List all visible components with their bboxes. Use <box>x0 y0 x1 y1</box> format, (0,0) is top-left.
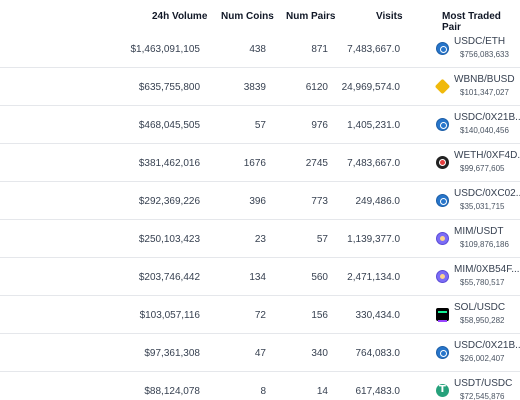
pair-volume: $101,347,027 <box>460 88 509 97</box>
usdc-icon <box>436 118 449 131</box>
table-row[interactable]: $88,124,078 8 14 617,483.0 USDT/USDC $72,545,… <box>0 372 520 400</box>
usdt-icon <box>436 384 449 397</box>
visits-cell: 7,483,667.0 <box>347 44 400 55</box>
pair-volume: $58,950,282 <box>460 316 505 325</box>
num-pairs-cell: 773 <box>311 196 328 207</box>
pair-name[interactable]: USDC/0X21B... <box>454 340 520 351</box>
pair-name[interactable]: WBNB/BUSD <box>454 74 515 85</box>
num-coins-cell: 47 <box>254 348 266 359</box>
pair-name[interactable]: MIM/USDT <box>454 226 504 237</box>
visits-cell: 7,483,667.0 <box>347 158 400 169</box>
table-row[interactable]: $468,045,505 57 976 1,405,231.0 USDC/0X21B..… <box>0 106 520 144</box>
header-most-traded-pair[interactable]: Most Traded Pair <box>442 11 501 33</box>
header-24h-volume[interactable]: 24h Volume <box>152 11 208 22</box>
visits-cell: 1,139,377.0 <box>347 234 400 245</box>
num-coins-cell: 8 <box>260 386 266 397</box>
volume-cell: $103,057,116 <box>139 310 200 321</box>
mim-icon <box>436 270 449 283</box>
usdc-icon <box>436 346 449 359</box>
num-pairs-cell: 2745 <box>305 158 328 169</box>
volume-cell: $468,045,505 <box>138 120 200 131</box>
table-row[interactable]: $381,462,016 1676 2745 7,483,667.0 WETH/0XF4… <box>0 144 520 182</box>
pair-name[interactable]: USDC/ETH <box>454 36 506 47</box>
num-coins-cell: 72 <box>254 310 266 321</box>
most-traded-pair[interactable]: WETH/0XF4D... $99,677,605 <box>420 148 520 178</box>
num-pairs-cell: 340 <box>311 348 328 359</box>
volume-cell: $203,746,442 <box>138 272 200 283</box>
volume-cell: $97,361,308 <box>144 348 200 359</box>
pair-name[interactable]: USDC/0X21B... <box>454 112 520 123</box>
volume-cell: $1,463,091,105 <box>130 44 200 55</box>
visits-cell: 330,434.0 <box>355 310 401 321</box>
num-coins-cell: 438 <box>249 44 266 55</box>
most-traded-pair[interactable]: MIM/USDT $109,876,186 <box>420 224 520 254</box>
visits-cell: 24,969,574.0 <box>341 82 400 93</box>
table-row[interactable]: $203,746,442 134 560 2,471,134.0 MIM/0XB54F.… <box>0 258 520 296</box>
weth-icon <box>436 156 449 169</box>
most-traded-pair[interactable]: SOL/USDC $58,950,282 <box>420 300 520 330</box>
table-row[interactable]: $292,369,226 396 773 249,486.0 USDC/0XC02...… <box>0 182 520 220</box>
num-pairs-cell: 871 <box>311 44 328 55</box>
pair-volume: $109,876,186 <box>460 240 509 249</box>
visits-cell: 617,483.0 <box>355 386 401 397</box>
pair-volume: $72,545,876 <box>460 392 505 400</box>
bnb-icon <box>434 78 451 95</box>
sol-icon <box>436 308 449 322</box>
mim-icon <box>436 232 449 245</box>
visits-cell: 1,405,231.0 <box>347 120 400 131</box>
table-row[interactable]: $1,463,091,105 438 871 7,483,667.0 USDC/ETH $… <box>0 30 520 68</box>
volume-cell: $292,369,226 <box>138 196 200 207</box>
visits-cell: 2,471,134.0 <box>347 272 400 283</box>
pair-name[interactable]: USDT/USDC <box>454 378 513 389</box>
most-traded-pair[interactable]: USDT/USDC $72,545,876 <box>420 376 520 400</box>
most-traded-pair[interactable]: MIM/0XB54F... $55,780,517 <box>420 262 520 292</box>
num-coins-cell: 3839 <box>243 82 266 93</box>
pair-volume: $99,677,605 <box>460 164 505 173</box>
most-traded-pair[interactable]: USDC/0X21B... $26,002,407 <box>420 338 520 368</box>
num-pairs-cell: 6120 <box>305 82 328 93</box>
pair-name[interactable]: SOL/USDC <box>454 302 506 313</box>
table-row[interactable]: $103,057,116 72 156 330,434.0 SOL/USDC $58,95… <box>0 296 520 334</box>
num-coins-cell: 1676 <box>243 158 266 169</box>
num-pairs-cell: 560 <box>311 272 328 283</box>
pair-name[interactable]: WETH/0XF4D... <box>454 150 520 161</box>
num-coins-cell: 396 <box>249 196 266 207</box>
volume-cell: $250,103,423 <box>138 234 200 245</box>
usdc-icon <box>436 194 449 207</box>
num-coins-cell: 57 <box>254 120 266 131</box>
most-traded-pair[interactable]: USDC/ETH $756,083,633 <box>420 34 520 64</box>
table-header: 24h Volume Num Coins Num Pairs Visits Mo… <box>0 0 520 33</box>
num-pairs-cell: 57 <box>316 234 328 245</box>
volume-cell: $381,462,016 <box>138 158 200 169</box>
visits-cell: 764,083.0 <box>355 348 401 359</box>
pair-volume: $55,780,517 <box>460 278 505 287</box>
most-traded-pair[interactable]: USDC/0XC02... $35,031,715 <box>420 186 520 216</box>
num-pairs-cell: 14 <box>316 386 328 397</box>
header-visits[interactable]: Visits <box>376 11 403 22</box>
volume-cell: $635,755,800 <box>138 82 200 93</box>
volume-cell: $88,124,078 <box>144 386 200 397</box>
most-traded-pair[interactable]: USDC/0X21B... $140,040,456 <box>420 110 520 140</box>
num-pairs-cell: 156 <box>311 310 328 321</box>
num-pairs-cell: 976 <box>311 120 328 131</box>
table-row[interactable]: $635,755,800 3839 6120 24,969,574.0 WBNB/BUS… <box>0 68 520 106</box>
pair-volume: $756,083,633 <box>460 50 509 59</box>
visits-cell: 249,486.0 <box>355 196 401 207</box>
table-row[interactable]: $97,361,308 47 340 764,083.0 USDC/0X21B... $2… <box>0 334 520 372</box>
table-row[interactable]: $250,103,423 23 57 1,139,377.0 MIM/USDT $109,… <box>0 220 520 258</box>
usdc-icon <box>436 42 449 55</box>
num-coins-cell: 23 <box>254 234 266 245</box>
header-num-pairs[interactable]: Num Pairs <box>286 11 336 22</box>
most-traded-pair[interactable]: WBNB/BUSD $101,347,027 <box>420 72 520 102</box>
pair-volume: $140,040,456 <box>460 126 509 135</box>
header-num-coins[interactable]: Num Coins <box>221 11 274 22</box>
pair-name[interactable]: USDC/0XC02... <box>454 188 520 199</box>
pair-name[interactable]: MIM/0XB54F... <box>454 264 520 275</box>
num-coins-cell: 134 <box>249 272 266 283</box>
pair-volume: $35,031,715 <box>460 202 505 211</box>
pair-volume: $26,002,407 <box>460 354 505 363</box>
